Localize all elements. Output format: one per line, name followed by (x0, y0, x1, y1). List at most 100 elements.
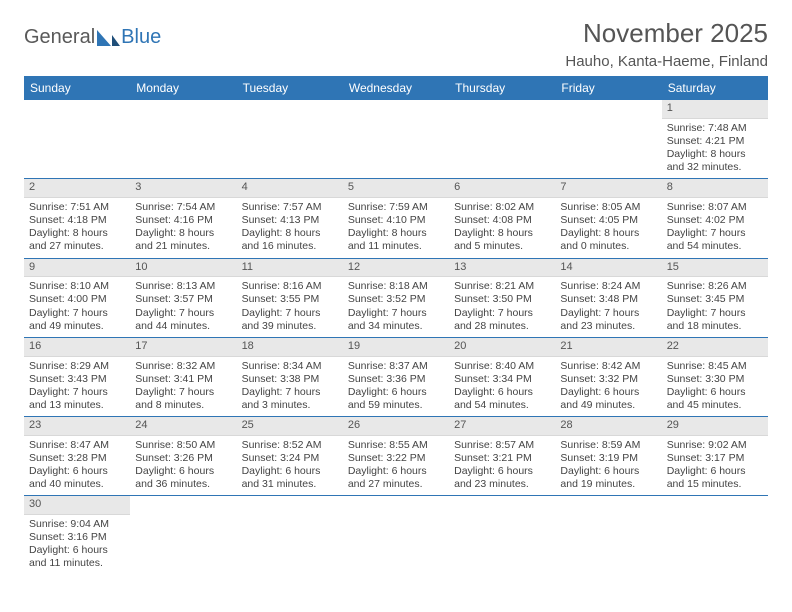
calendar-week-row: 16Sunrise: 8:29 AMSunset: 3:43 PMDayligh… (24, 337, 768, 416)
calendar-day-cell: 26 Sunrise: 8:55 AMSunset: 3:22 PMDayligh… (343, 417, 449, 496)
sunset-text: Sunset: 3:55 PM (242, 293, 338, 306)
daylight-text: Daylight: 7 hours and 28 minutes. (454, 307, 550, 333)
calendar-day-cell: 1Sunrise: 7:48 AMSunset: 4:21 PMDaylight… (662, 100, 768, 179)
sunrise-text: Sunrise: 8:10 AM (29, 280, 125, 293)
daylight-text: Daylight: 8 hours and 32 minutes. (667, 148, 763, 174)
calendar-day-cell: 21Sunrise: 8:42 AMSunset: 3:32 PMDayligh… (555, 337, 661, 416)
calendar-day-cell: 6Sunrise: 8:02 AMSunset: 4:08 PMDaylight… (449, 179, 555, 258)
sunset-text: Sunset: 3:34 PM (454, 373, 550, 386)
calendar-body: 1Sunrise: 7:48 AMSunset: 4:21 PMDaylight… (24, 100, 768, 575)
day-number: 3 (130, 179, 236, 198)
calendar-empty-cell (555, 100, 661, 179)
daylight-text: Daylight: 7 hours and 34 minutes. (348, 307, 444, 333)
calendar-empty-cell (449, 100, 555, 179)
sunrise-text: Sunrise: 7:51 AM (29, 201, 125, 214)
sunset-text: Sunset: 3:45 PM (667, 293, 763, 306)
day-body: Sunrise: 8:13 AMSunset: 3:57 PMDaylight:… (130, 277, 236, 337)
daylight-text: Daylight: 8 hours and 11 minutes. (348, 227, 444, 253)
calendar-empty-cell (449, 496, 555, 575)
day-body: Sunrise: 8:26 AMSunset: 3:45 PMDaylight:… (662, 277, 768, 337)
calendar-week-row: 30Sunrise: 9:04 AMSunset: 3:16 PMDayligh… (24, 496, 768, 575)
sunrise-text: Sunrise: 7:57 AM (242, 201, 338, 214)
daylight-text: Daylight: 7 hours and 8 minutes. (135, 386, 231, 412)
sunset-text: Sunset: 3:21 PM (454, 452, 550, 465)
weekday-header: Thursday (449, 76, 555, 100)
daylight-text: Daylight: 8 hours and 0 minutes. (560, 227, 656, 253)
sunset-text: Sunset: 3:24 PM (242, 452, 338, 465)
day-body: Sunrise: 9:02 AMSunset: 3:17 PMDaylight:… (662, 436, 768, 496)
sunset-text: Sunset: 3:32 PM (560, 373, 656, 386)
day-number: 21 (555, 338, 661, 357)
sunrise-text: Sunrise: 8:24 AM (560, 280, 656, 293)
sunset-text: Sunset: 4:10 PM (348, 214, 444, 227)
sunset-text: Sunset: 3:48 PM (560, 293, 656, 306)
daylight-text: Daylight: 7 hours and 3 minutes. (242, 386, 338, 412)
calendar-empty-cell (237, 496, 343, 575)
sunset-text: Sunset: 3:19 PM (560, 452, 656, 465)
sunrise-text: Sunrise: 8:21 AM (454, 280, 550, 293)
sunset-text: Sunset: 4:05 PM (560, 214, 656, 227)
sunset-text: Sunset: 3:36 PM (348, 373, 444, 386)
sunset-text: Sunset: 3:30 PM (667, 373, 763, 386)
day-body: Sunrise: 8:59 AMSunset: 3:19 PMDaylight:… (555, 436, 661, 496)
calendar-day-cell: 2 Sunrise: 7:51 AMSunset: 4:18 PMDaylight… (24, 179, 130, 258)
day-number: 26 (343, 417, 449, 436)
day-number: 8 (662, 179, 768, 198)
day-body: Sunrise: 8:02 AMSunset: 4:08 PMDaylight:… (449, 198, 555, 258)
calendar-day-cell: 17Sunrise: 8:32 AMSunset: 3:41 PMDayligh… (130, 337, 236, 416)
daylight-text: Daylight: 6 hours and 27 minutes. (348, 465, 444, 491)
sunrise-text: Sunrise: 8:32 AM (135, 360, 231, 373)
sunset-text: Sunset: 4:02 PM (667, 214, 763, 227)
daylight-text: Daylight: 6 hours and 23 minutes. (454, 465, 550, 491)
calendar-empty-cell (237, 100, 343, 179)
calendar-day-cell: 22Sunrise: 8:45 AMSunset: 3:30 PMDayligh… (662, 337, 768, 416)
calendar-day-cell: 12Sunrise: 8:18 AMSunset: 3:52 PMDayligh… (343, 258, 449, 337)
sunrise-text: Sunrise: 8:26 AM (667, 280, 763, 293)
daylight-text: Daylight: 7 hours and 39 minutes. (242, 307, 338, 333)
sunrise-text: Sunrise: 8:40 AM (454, 360, 550, 373)
day-number: 29 (662, 417, 768, 436)
calendar-day-cell: 9Sunrise: 8:10 AMSunset: 4:00 PMDaylight… (24, 258, 130, 337)
calendar-week-row: 1Sunrise: 7:48 AMSunset: 4:21 PMDaylight… (24, 100, 768, 179)
day-body: Sunrise: 8:05 AMSunset: 4:05 PMDaylight:… (555, 198, 661, 258)
day-body: Sunrise: 8:57 AMSunset: 3:21 PMDaylight:… (449, 436, 555, 496)
calendar-day-cell: 3Sunrise: 7:54 AMSunset: 4:16 PMDaylight… (130, 179, 236, 258)
day-number: 16 (24, 338, 130, 357)
day-number: 11 (237, 259, 343, 278)
sunset-text: Sunset: 4:18 PM (29, 214, 125, 227)
calendar-day-cell: 11Sunrise: 8:16 AMSunset: 3:55 PMDayligh… (237, 258, 343, 337)
weekday-header: Monday (130, 76, 236, 100)
day-body: Sunrise: 8:37 AMSunset: 3:36 PMDaylight:… (343, 357, 449, 417)
calendar-empty-cell (24, 100, 130, 179)
sunset-text: Sunset: 3:22 PM (348, 452, 444, 465)
calendar-day-cell: 30Sunrise: 9:04 AMSunset: 3:16 PMDayligh… (24, 496, 130, 575)
daylight-text: Daylight: 7 hours and 13 minutes. (29, 386, 125, 412)
day-body: Sunrise: 8:24 AMSunset: 3:48 PMDaylight:… (555, 277, 661, 337)
day-body: Sunrise: 8:52 AMSunset: 3:24 PMDaylight:… (237, 436, 343, 496)
calendar-day-cell: 19Sunrise: 8:37 AMSunset: 3:36 PMDayligh… (343, 337, 449, 416)
sunrise-text: Sunrise: 9:02 AM (667, 439, 763, 452)
sunrise-text: Sunrise: 7:59 AM (348, 201, 444, 214)
day-number: 7 (555, 179, 661, 198)
sunset-text: Sunset: 3:26 PM (135, 452, 231, 465)
daylight-text: Daylight: 6 hours and 31 minutes. (242, 465, 338, 491)
sunrise-text: Sunrise: 8:37 AM (348, 360, 444, 373)
calendar-week-row: 2Sunrise: 7:51 AMSunset: 4:18 PMDaylight… (24, 179, 768, 258)
day-number: 6 (449, 179, 555, 198)
sunrise-text: Sunrise: 7:54 AM (135, 201, 231, 214)
day-number: 20 (449, 338, 555, 357)
sunrise-text: Sunrise: 8:50 AM (135, 439, 231, 452)
weekday-header: Tuesday (237, 76, 343, 100)
weekday-header-row: SundayMondayTuesdayWednesdayThursdayFrid… (24, 76, 768, 100)
daylight-text: Daylight: 6 hours and 19 minutes. (560, 465, 656, 491)
day-number: 10 (130, 259, 236, 278)
sunrise-text: Sunrise: 8:55 AM (348, 439, 444, 452)
day-body: Sunrise: 8:34 AMSunset: 3:38 PMDaylight:… (237, 357, 343, 417)
calendar-empty-cell (130, 100, 236, 179)
weekday-header: Sunday (24, 76, 130, 100)
day-number: 19 (343, 338, 449, 357)
day-number: 15 (662, 259, 768, 278)
daylight-text: Daylight: 8 hours and 27 minutes. (29, 227, 125, 253)
calendar-day-cell: 29Sunrise: 9:02 AMSunset: 3:17 PMDayligh… (662, 417, 768, 496)
day-number: 2 (24, 179, 130, 198)
